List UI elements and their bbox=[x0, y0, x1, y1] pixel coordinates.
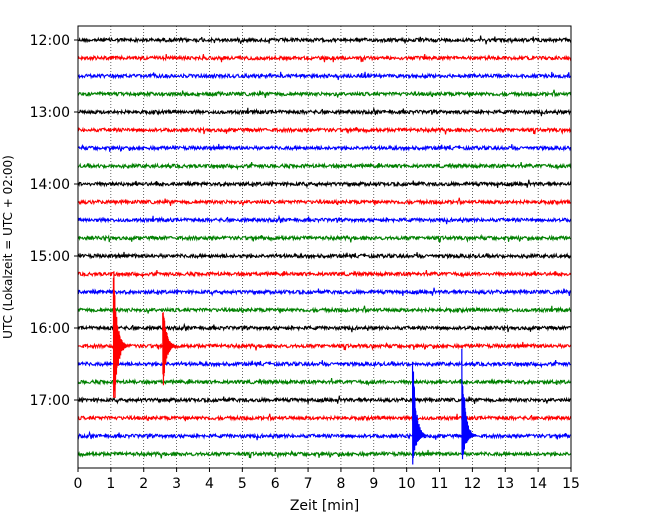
trace-line bbox=[77, 161, 572, 171]
trace-series-group bbox=[77, 35, 572, 459]
x-axis-label: Zeit [min] bbox=[290, 498, 359, 514]
y-tick-label: 17:00 bbox=[30, 393, 70, 409]
x-tick-label: 11 bbox=[431, 476, 449, 492]
x-tick-label: 15 bbox=[562, 476, 580, 492]
trace-line bbox=[77, 35, 572, 45]
y-tick-label: 13:00 bbox=[30, 105, 70, 121]
x-tick-label: 4 bbox=[205, 476, 214, 492]
x-tick-label: 6 bbox=[271, 476, 280, 492]
x-tick-label: 14 bbox=[529, 476, 547, 492]
y-axis-ticks: 12:00 13:00 14:00 15:00 16:00 17:00 bbox=[30, 33, 78, 409]
trace-line bbox=[77, 359, 572, 369]
event-spike bbox=[112, 271, 129, 399]
trace-line bbox=[77, 89, 572, 98]
trace-line bbox=[77, 341, 572, 351]
trace-line bbox=[77, 251, 572, 260]
x-tick-label: 12 bbox=[463, 476, 481, 492]
x-tick-label: 1 bbox=[106, 476, 115, 492]
x-tick-label: 8 bbox=[336, 476, 345, 492]
x-tick-label: 9 bbox=[369, 476, 378, 492]
trace-line bbox=[77, 233, 572, 243]
x-axis-ticks: 0 1 2 3 4 5 6 7 8 9 10 11 12 13 14 15 bbox=[74, 468, 580, 492]
trace-line bbox=[77, 53, 572, 63]
trace-line bbox=[77, 287, 572, 297]
x-tick-label: 3 bbox=[172, 476, 181, 492]
x-tick-label: 7 bbox=[304, 476, 313, 492]
trace-line bbox=[77, 197, 572, 206]
x-tick-label: 2 bbox=[139, 476, 148, 492]
plot-frame bbox=[77, 25, 572, 469]
x-tick-label: 0 bbox=[74, 476, 83, 492]
trace-line bbox=[77, 269, 572, 279]
y-tick-label: 16:00 bbox=[30, 321, 70, 337]
event-spike bbox=[162, 312, 178, 386]
trace-line bbox=[77, 305, 572, 314]
y-tick-label: 12:00 bbox=[30, 33, 70, 49]
event-spike bbox=[461, 348, 477, 460]
trace-line bbox=[77, 322, 572, 333]
trace-line bbox=[77, 214, 572, 225]
trace-line bbox=[77, 106, 572, 117]
trace-line bbox=[77, 449, 572, 459]
trace-line bbox=[77, 413, 572, 422]
event-spike bbox=[411, 361, 428, 465]
y-tick-label: 15:00 bbox=[30, 249, 70, 265]
y-tick-label: 14:00 bbox=[30, 177, 70, 193]
x-tick-label: 5 bbox=[238, 476, 247, 492]
x-tick-label: 10 bbox=[398, 476, 416, 492]
trace-line bbox=[77, 71, 572, 81]
trace-line bbox=[77, 143, 572, 152]
event-spikes bbox=[112, 271, 477, 465]
trace-line bbox=[77, 377, 572, 387]
x-tick-label: 13 bbox=[496, 476, 514, 492]
trace-line bbox=[77, 430, 572, 441]
trace-line bbox=[77, 179, 572, 189]
trace-line bbox=[77, 395, 572, 405]
y-axis-label: UTC (Lokalzeit = UTC + 02:00) bbox=[1, 155, 15, 339]
trace-line bbox=[77, 126, 572, 135]
